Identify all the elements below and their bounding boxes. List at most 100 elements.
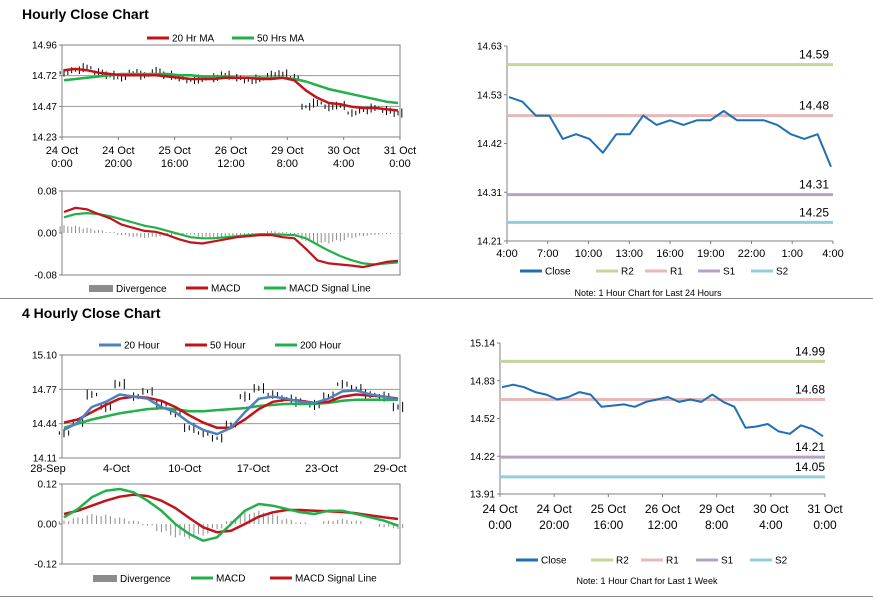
4hourly-levels-yaxis-label: 14.22 bbox=[470, 452, 495, 463]
4hourly-price-yaxis-label: 14.44 bbox=[32, 419, 57, 430]
4hourly-close-line bbox=[501, 383, 824, 438]
hourly-levels-legend-r1-label: R1 bbox=[670, 267, 683, 278]
hourly-levels-legend-s1-label: S1 bbox=[723, 267, 736, 278]
4hourly-levels-xaxis-label: 29 Oct bbox=[699, 502, 735, 516]
hourly-levels-yaxis-label: 14.21 bbox=[477, 237, 502, 248]
hourly-price-xaxis-label: 25 Oct bbox=[158, 145, 190, 157]
4hourly-levels-xaxis-label: 26 Oct bbox=[645, 502, 681, 516]
4hourly-legend-200hr-label: 200 Hour bbox=[300, 341, 342, 352]
4hourly-levels-xaxis-label: 24 Oct bbox=[536, 502, 572, 516]
hourly-price-yaxis-label: 14.72 bbox=[32, 71, 57, 82]
hourly-levels-xaxis-label: 19:00 bbox=[697, 248, 725, 260]
4hourly-price-yaxis-label: 14.77 bbox=[32, 385, 57, 396]
4hourly-price-yaxis-label: 15.10 bbox=[32, 351, 57, 362]
hourly-level-r1-label: 14.48 bbox=[799, 99, 829, 113]
4hourly-levels-xaxis-label: 30 Oct bbox=[753, 502, 789, 516]
4hourly-section-title: 4 Hourly Close Chart bbox=[22, 305, 161, 321]
4hourly-legend-divergence-swatch bbox=[93, 575, 117, 582]
4hourly-price-frame bbox=[61, 354, 401, 459]
4hourly-levels-legend-s1-label: S1 bbox=[721, 556, 734, 567]
hourly-levels-yaxis-label: 14.31 bbox=[477, 188, 502, 199]
hourly-close-line bbox=[508, 96, 832, 168]
4hourly-price-xaxis-label: 23-Oct bbox=[305, 463, 338, 475]
hourly-price-xaxis-label: 8:00 bbox=[277, 158, 298, 170]
4hourly-levels-yaxis-label: 14.83 bbox=[470, 376, 495, 387]
hourly-level-s1-label: 14.31 bbox=[799, 178, 829, 192]
hourly-section-title: Hourly Close Chart bbox=[22, 6, 149, 22]
4hourly-levels-xaxis-label: 4:00 bbox=[759, 518, 783, 532]
hourly-macd-yaxis-label: 0.00 bbox=[38, 229, 58, 240]
4hourly-macd-signal-line bbox=[63, 493, 399, 534]
hourly-level-r2-label: 14.59 bbox=[799, 48, 829, 62]
hourly-levels-yaxis-label: 14.42 bbox=[477, 139, 502, 150]
hourly-level-s2-label: 14.25 bbox=[799, 205, 829, 219]
hourly-levels-yaxis-label: 14.53 bbox=[477, 90, 502, 101]
hourly-price-xaxis-label: 20:00 bbox=[105, 158, 133, 170]
hourly-legend-signal-label: MACD Signal Line bbox=[289, 284, 371, 295]
4hourly-levels-xaxis-label: 16:00 bbox=[593, 518, 623, 532]
4hourly-level-s1-label: 14.21 bbox=[795, 440, 825, 454]
hourly-levels-xaxis-label: 1:00 bbox=[782, 248, 803, 260]
hourly-levels-yaxis-label: 14.63 bbox=[477, 42, 502, 53]
4hourly-levels-xaxis-label: 0:00 bbox=[813, 518, 837, 532]
4hourly-levels-yaxis-label: 15.14 bbox=[470, 339, 495, 350]
4hourly-legend-signal-label: MACD Signal Line bbox=[295, 574, 377, 585]
hourly-levels-xaxis-label: 4:00 bbox=[496, 248, 517, 260]
4hourly-levels-yaxis-label: 13.91 bbox=[470, 490, 495, 501]
hourly-levels-xaxis-label: 13:00 bbox=[615, 248, 643, 260]
hourly-macd-line bbox=[63, 206, 399, 269]
4hourly-200hr-line bbox=[63, 398, 398, 429]
hourly-legend-macd-label: MACD bbox=[211, 284, 240, 295]
4hourly-level-r2-label: 14.99 bbox=[795, 344, 825, 358]
4hourly-levels-legend-r2-label: R2 bbox=[616, 556, 629, 567]
hourly-levels-legend-close-label: Close bbox=[545, 267, 571, 278]
4hourly-price-xaxis-label: 10-Oct bbox=[168, 463, 201, 475]
4hourly-legend-50hr-label: 50 Hour bbox=[210, 341, 246, 352]
hourly-price-yaxis-label: 14.47 bbox=[32, 102, 57, 113]
4hourly-levels-xaxis-label: 0:00 bbox=[488, 518, 512, 532]
4hourly-price-xaxis-label: 29-Oct bbox=[373, 463, 406, 475]
4hourly-levels-xaxis-label: 31 Oct bbox=[807, 502, 843, 516]
section-separator bbox=[0, 298, 873, 299]
hourly-20hr-ma-line bbox=[63, 67, 399, 112]
hourly-legend-50hr-label: 50 Hrs MA bbox=[257, 34, 305, 45]
4hourly-legend-20hr-label: 20 Hour bbox=[124, 341, 160, 352]
hourly-legend-divergence-swatch bbox=[89, 285, 113, 292]
4hourly-20hr-line bbox=[63, 389, 399, 436]
hourly-levels-xaxis-label: 16:00 bbox=[656, 248, 684, 260]
4hourly-levels-xaxis-label: 8:00 bbox=[705, 518, 729, 532]
4hourly-macd-yaxis-label: -0.12 bbox=[34, 560, 57, 571]
4hourly-macd-line bbox=[63, 487, 399, 542]
hourly-price-xaxis-label: 16:00 bbox=[161, 158, 189, 170]
hourly-levels-note: Note: 1 Hour Chart for Last 24 Hours bbox=[574, 288, 722, 298]
4hourly-legend-divergence-label: Divergence bbox=[120, 574, 171, 585]
hourly-levels-xaxis-label: 10:00 bbox=[575, 248, 603, 260]
hourly-price-xaxis-label: 30 Oct bbox=[327, 145, 359, 157]
hourly-price-xaxis-label: 0:00 bbox=[51, 158, 72, 170]
hourly-price-xaxis-label: 26 Oct bbox=[215, 145, 247, 157]
4hourly-macd-yaxis-label: 0.12 bbox=[38, 480, 58, 491]
hourly-levels-xaxis-label: 7:00 bbox=[537, 248, 558, 260]
hourly-macd-frame bbox=[61, 190, 401, 276]
hourly-levels-legend-s2-label: S2 bbox=[776, 267, 789, 278]
4hourly-levels-xaxis-label: 12:00 bbox=[647, 518, 677, 532]
4hourly-price-xaxis-label: 4-Oct bbox=[103, 463, 130, 475]
hourly-legend-20hr-label: 20 Hr MA bbox=[172, 34, 215, 45]
hourly-price-xaxis-label: 31 Oct bbox=[384, 145, 416, 157]
hourly-price-xaxis-label: 12:00 bbox=[217, 158, 245, 170]
4hourly-legend-macd-label: MACD bbox=[216, 574, 245, 585]
4hourly-levels-legend-close-label: Close bbox=[541, 556, 567, 567]
4hourly-price-yaxis-label: 14.11 bbox=[33, 454, 58, 465]
hourly-price-yaxis-label: 14.23 bbox=[32, 133, 57, 144]
hourly-price-frame bbox=[61, 44, 401, 138]
hourly-macd-yaxis-label: -0.08 bbox=[34, 271, 57, 282]
hourly-legend-divergence-label: Divergence bbox=[116, 284, 167, 295]
hourly-macd-yaxis-label: 0.08 bbox=[38, 187, 58, 198]
hourly-macd-signal-line bbox=[63, 212, 399, 266]
4hourly-levels-legend-s2-label: S2 bbox=[775, 556, 788, 567]
bottom-separator bbox=[0, 596, 873, 597]
4hourly-price-xaxis-label: 28-Sep bbox=[30, 463, 65, 475]
4hourly-levels-xaxis-label: 25 Oct bbox=[591, 502, 627, 516]
4hourly-levels-note: Note: 1 Hour Chart for Last 1 Week bbox=[577, 576, 718, 586]
hourly-price-xaxis-label: 24 Oct bbox=[102, 145, 134, 157]
